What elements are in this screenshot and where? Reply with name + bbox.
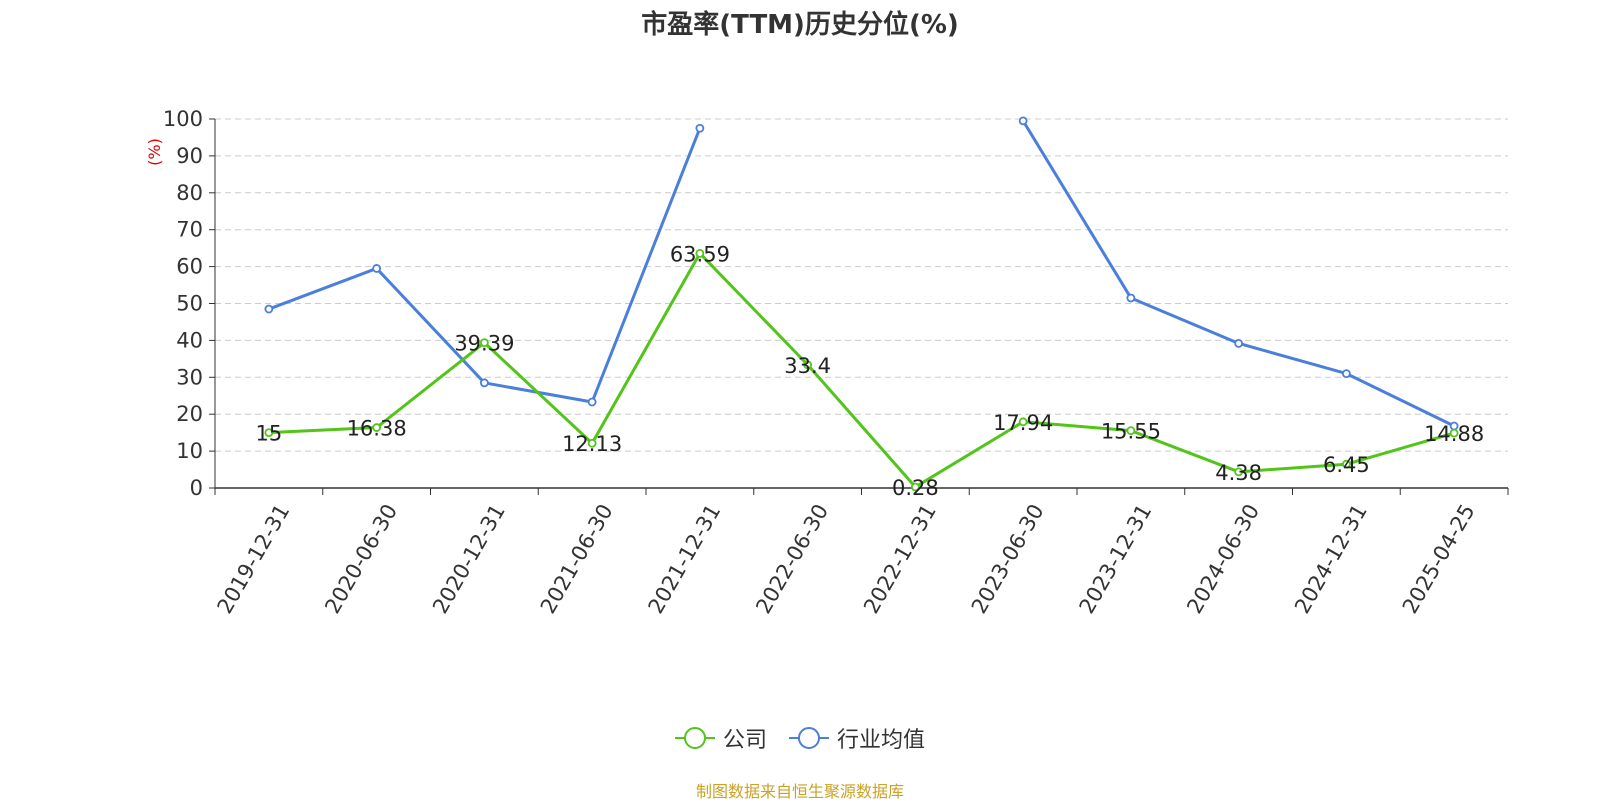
data-point	[910, 482, 920, 492]
y-tick-label: 40	[176, 328, 203, 352]
data-point	[264, 304, 274, 314]
legend-label: 行业均值	[837, 728, 926, 753]
data-label: 15.55	[1101, 420, 1161, 444]
data-point	[1449, 428, 1459, 438]
legend-swatch	[789, 726, 829, 750]
y-tick-label: 0	[190, 476, 203, 500]
x-tick-label: 2024-12-31	[1290, 500, 1372, 618]
series-line-0	[268, 251, 1455, 489]
data-label: 12.13	[562, 432, 622, 456]
data-point	[587, 438, 597, 448]
x-tick-label: 2022-12-31	[859, 500, 941, 618]
x-tick-label: 2024-06-30	[1182, 500, 1264, 618]
series-line-1	[1021, 120, 1455, 428]
data-point	[1018, 417, 1028, 427]
y-tick-label: 90	[176, 144, 203, 168]
legend-swatch	[674, 726, 715, 750]
data-label: 0.28	[892, 476, 939, 500]
y-tick-label: 50	[176, 292, 203, 316]
data-point	[803, 360, 813, 370]
data-point	[264, 428, 274, 438]
data-point	[587, 397, 597, 407]
legend-label: 公司	[722, 728, 767, 753]
legend-item[interactable]: 公司	[674, 722, 767, 754]
x-tick-label: 2020-06-30	[320, 500, 402, 618]
y-tick-label: 100	[163, 107, 203, 131]
data-point	[372, 423, 382, 432]
y-tick-label: 10	[176, 439, 203, 463]
data-point	[479, 338, 489, 348]
x-tick-label: 2020-12-31	[428, 500, 510, 618]
data-point	[479, 378, 489, 388]
source-note: 制图数据来自恒生聚源数据库	[695, 782, 904, 801]
x-tick-label: 2023-12-31	[1075, 500, 1157, 618]
data-label: 39.39	[454, 332, 514, 356]
data-point	[1341, 459, 1351, 469]
data-point	[695, 123, 705, 133]
x-tick-label: 2021-06-30	[536, 500, 618, 618]
data-point	[1234, 467, 1244, 477]
data-label: 63.59	[670, 242, 730, 266]
y-tick-label: 60	[176, 255, 203, 279]
legend-item[interactable]: 行业均值	[789, 722, 925, 754]
y-tick-label: 30	[176, 365, 203, 389]
x-tick-label: 2021-12-31	[644, 500, 726, 618]
x-tick-label: 2019-12-31	[213, 500, 295, 618]
data-point	[1126, 293, 1136, 303]
data-label: 15	[256, 422, 283, 446]
y-tick-label: 70	[176, 218, 203, 242]
data-label: 6.45	[1323, 453, 1370, 477]
y-tick-label: 20	[176, 402, 203, 426]
x-tick-label: 2025-04-25	[1398, 500, 1480, 618]
data-point	[372, 264, 382, 273]
y-tick-label: 80	[176, 181, 203, 205]
data-label: 16.38	[347, 417, 407, 441]
data-point	[1341, 369, 1351, 379]
data-label: 17.94	[993, 411, 1053, 435]
x-tick-label: 2023-06-30	[967, 500, 1049, 618]
y-axis-label: (%)	[145, 138, 164, 166]
data-point	[695, 248, 705, 258]
x-tick-label: 2022-06-30	[751, 500, 833, 618]
series-line-1	[268, 127, 702, 404]
data-label: 14.88	[1424, 422, 1484, 446]
data-point	[1018, 116, 1028, 126]
data-point	[1126, 426, 1136, 436]
data-label: 4.38	[1215, 461, 1262, 485]
chart-title: 市盈率(TTM)历史分位(%)	[641, 10, 959, 40]
data-label: 33.4	[784, 354, 831, 378]
data-point	[1234, 338, 1244, 348]
legend: 公司 行业均值	[0, 722, 1600, 754]
